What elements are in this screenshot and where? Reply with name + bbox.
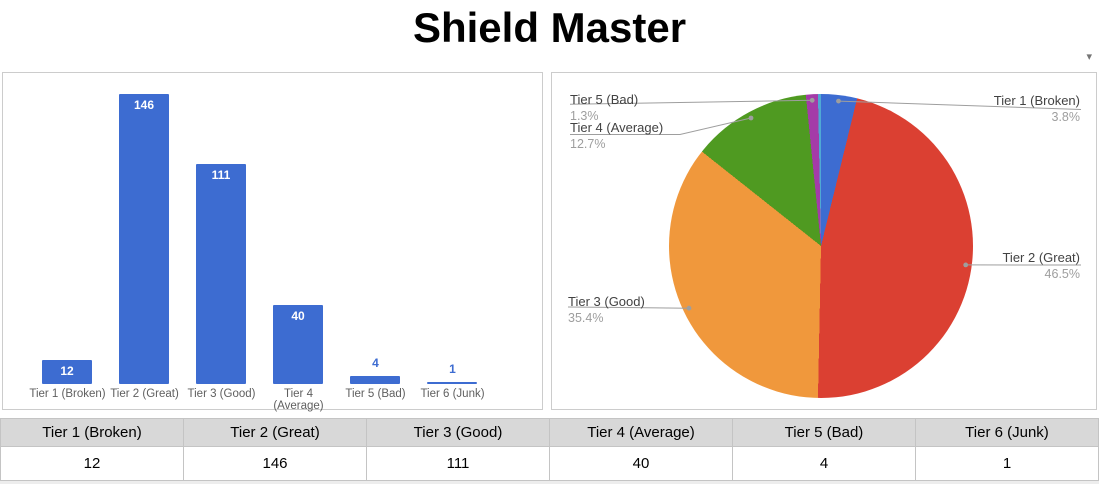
data-table: Tier 1 (Broken) Tier 2 (Great) Tier 3 (Goo… [0, 418, 1099, 481]
pie-callout-anchor-dot [686, 305, 692, 311]
pie-callout-anchor-dot [963, 262, 969, 268]
pie-callout-tier1: Tier 1 (Broken) 3.8% [993, 93, 1081, 125]
pie-callout-lines [567, 97, 1082, 311]
bar-slot: 111 [183, 73, 260, 384]
charts-row: 12 146 111 40 4 1 Tier 1 (Broken) Tier 2 (Grea… [2, 72, 1097, 412]
pie-callout-anchor-dot [836, 98, 841, 104]
table-header-cell-tier-2[interactable]: Tier 2 (Great) [184, 419, 367, 447]
bar-slot: 12 [29, 73, 106, 384]
pie-callout-anchor-dot [748, 115, 754, 121]
bar-slot: 1 [414, 73, 491, 384]
bar-tier-2[interactable]: 146 [119, 94, 169, 384]
bar-axis-label: Tier 1 (Broken) [29, 388, 106, 400]
table-value-cell-tier-4[interactable]: 40 [550, 447, 733, 481]
chart-menu-arrow-icon[interactable]: ▾ [1086, 51, 1092, 63]
bar-value-label: 111 [211, 168, 231, 182]
pie-callout-line [567, 306, 690, 309]
page-title: Shield Master [412, 4, 687, 51]
table-value-cell-tier-5[interactable]: 4 [733, 447, 916, 481]
bar-axis-label: Tier 3 (Good) [187, 388, 256, 400]
pie-callout-tier4: Tier 4 (Average) 12.7% [570, 120, 664, 152]
pie-callout-percent: 12.7% [570, 137, 606, 151]
pie-callout-tier2: Tier 2 (Great) 46.5% [1002, 250, 1080, 282]
bar-slot: 40 [260, 73, 337, 384]
pie-callout-percent: 35.4% [568, 311, 604, 325]
bar-value-label: 146 [133, 98, 155, 112]
pie-callout-percent: 1.3% [570, 109, 599, 123]
pie-callout-tier5: Tier 5 (Bad) 1.3% [570, 92, 639, 124]
table-header-cell-tier-6[interactable]: Tier 6 (Junk) [916, 419, 1099, 447]
table-header-cell-tier-3[interactable]: Tier 3 (Good) [367, 419, 550, 447]
bar-tier-3[interactable]: 111 [196, 164, 246, 384]
bar-tier-6[interactable] [427, 382, 477, 384]
table-value-cell-tier-3[interactable]: 111 [367, 447, 550, 481]
pie-callout-percent: 3.8% [1051, 110, 1081, 124]
bar-chart-axis-labels: Tier 1 (Broken) Tier 2 (Great) Tier 3 (Goo… [29, 388, 491, 412]
pie-callout-tier3: Tier 3 (Good) 35.4% [568, 294, 645, 326]
bar-tier-4[interactable]: 40 [273, 305, 323, 384]
bottom-strip [0, 481, 1099, 484]
pie-chart-panel: Tier 1 (Broken) 3.8% Tier 2 (Great) 46.5… [551, 72, 1097, 410]
pie-callout-label: Tier 4 (Average) [570, 120, 664, 135]
bar-slot: 4 [337, 73, 414, 384]
bar-value-label: 40 [291, 309, 305, 323]
table-value-cell-tier-6[interactable]: 1 [916, 447, 1099, 481]
pie-callout-label: Tier 2 (Great) [1002, 250, 1080, 265]
pie-callout-label: Tier 3 (Good) [568, 294, 645, 309]
pie-callout-percent: 46.5% [1044, 267, 1080, 281]
bar-axis-label: Tier 5 (Bad) [345, 388, 406, 400]
table-value-cell-tier-2[interactable]: 146 [184, 447, 367, 481]
bar-chart-panel: 12 146 111 40 4 1 Tier 1 (Broken) Tier 2 (Grea… [2, 72, 543, 412]
pie-callout-label: Tier 1 (Broken) [993, 93, 1080, 108]
bar-axis-label: Tier 6 (Junk) [420, 388, 485, 400]
pie-callout-anchor-dot [809, 97, 815, 103]
bar-value-label: 1 [449, 362, 456, 376]
pie-callout-line [838, 100, 1082, 110]
bar-axis-label: Tier 2 (Great) [110, 388, 179, 400]
bar-slot: 146 [106, 73, 183, 384]
pie-callout-label: Tier 5 (Bad) [570, 92, 639, 107]
bar-chart-plot: 12 146 111 40 4 1 [29, 73, 491, 384]
bar-value-label: 12 [60, 364, 74, 378]
table-value-cell-tier-1[interactable]: 12 [1, 447, 184, 481]
table-header-cell-tier-1[interactable]: Tier 1 (Broken) [1, 419, 184, 447]
pie-callout-line [569, 99, 813, 105]
bar-value-label: 4 [372, 356, 379, 370]
bar-tier-5[interactable] [350, 376, 400, 384]
bar-axis-label: Tier 4 (Average) [273, 388, 324, 412]
table-header-cell-tier-4[interactable]: Tier 4 (Average) [550, 419, 733, 447]
pie-callout-line [570, 117, 752, 135]
bar-tier-1[interactable]: 12 [42, 360, 92, 384]
table-header-cell-tier-5[interactable]: Tier 5 (Bad) [733, 419, 916, 447]
pie-chart[interactable] [669, 94, 973, 398]
